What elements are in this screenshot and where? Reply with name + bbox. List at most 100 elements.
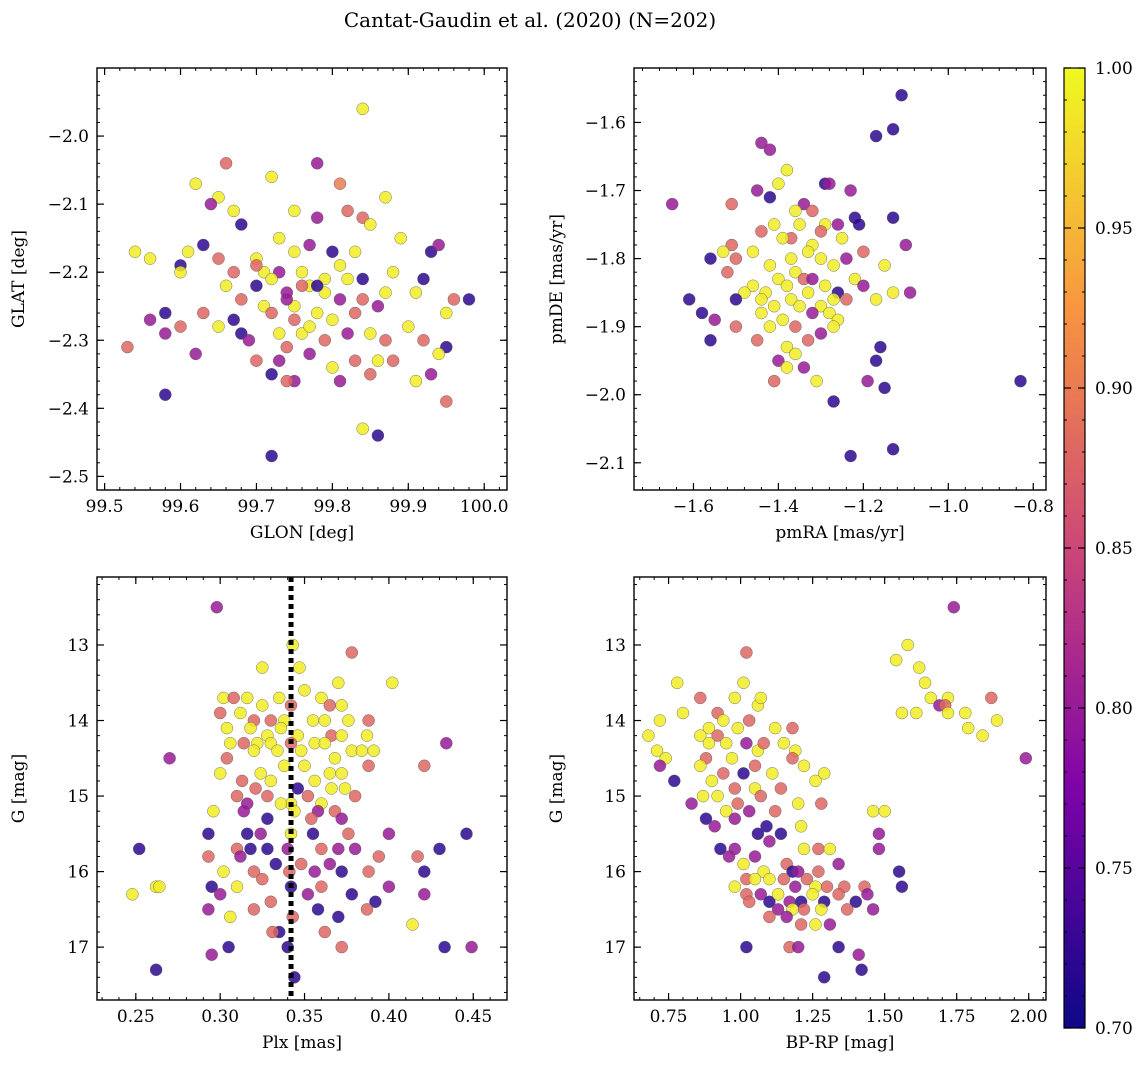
scatter-point bbox=[792, 797, 805, 810]
scatter-point bbox=[298, 684, 311, 697]
scatter-point bbox=[323, 767, 336, 780]
scatter-point bbox=[269, 857, 282, 871]
scatter-point bbox=[235, 218, 248, 231]
scatter-point bbox=[990, 714, 1004, 727]
scatter-point bbox=[985, 691, 998, 705]
scatter-point bbox=[386, 354, 400, 367]
scatter-point bbox=[174, 320, 187, 333]
scatter-point bbox=[333, 293, 347, 306]
scatter-point bbox=[776, 313, 789, 326]
scatter-point bbox=[315, 880, 328, 893]
x-tick-label: 99.5 bbox=[86, 497, 124, 517]
colorbar-tick-label: 1.00 bbox=[1095, 59, 1133, 79]
scatter-point bbox=[895, 880, 909, 893]
scatter-point bbox=[844, 184, 857, 197]
scatter-point bbox=[869, 354, 883, 367]
scatter-point bbox=[265, 449, 278, 463]
scatter-point bbox=[789, 204, 802, 218]
panel-bprp-g: 0.75 1.00 1.25 1.50 1.75 2.00 13 14 15 16 17 BP-RP … bbox=[547, 576, 1048, 1053]
scatter-point bbox=[132, 842, 146, 856]
scatter-point bbox=[207, 805, 220, 818]
scatter-point bbox=[159, 327, 172, 340]
x-tick-label: 0.40 bbox=[370, 1007, 408, 1027]
scatter-point bbox=[418, 865, 431, 878]
scatter-point bbox=[835, 231, 849, 245]
scatter-point bbox=[780, 361, 794, 374]
colorbar-tick-label: 0.75 bbox=[1095, 859, 1133, 879]
scatter-point bbox=[254, 827, 267, 840]
scatter-point bbox=[273, 691, 286, 705]
scatter-point bbox=[714, 842, 727, 856]
scatter-point bbox=[913, 661, 926, 674]
y-tick-label: −1.6 bbox=[585, 113, 626, 133]
scatter-point bbox=[250, 354, 263, 367]
scatter-point bbox=[754, 888, 767, 901]
scatter-point bbox=[256, 661, 269, 674]
scatter-point bbox=[901, 638, 914, 652]
scatter-point bbox=[332, 842, 345, 856]
scatter-point bbox=[763, 143, 777, 156]
scatter-point bbox=[318, 334, 331, 347]
scatter-point bbox=[301, 888, 315, 901]
scatter-point bbox=[861, 888, 874, 901]
scatter-point bbox=[247, 903, 261, 916]
scatter-point bbox=[213, 706, 227, 720]
scatter-point bbox=[717, 767, 730, 780]
y-axis-label: G [mag] bbox=[547, 754, 567, 823]
scatter-point bbox=[763, 910, 776, 924]
scatter-point bbox=[899, 238, 912, 252]
scatter-point bbox=[326, 361, 339, 374]
scatter-point bbox=[694, 729, 707, 742]
scatter-point bbox=[924, 691, 937, 705]
scatter-point bbox=[406, 918, 419, 931]
scatter-point bbox=[332, 910, 345, 924]
panel-plx-g: 0.25 0.30 0.35 0.40 0.45 13 14 15 16 17 Plx [mas] G… bbox=[9, 576, 508, 1053]
scatter-point bbox=[181, 245, 195, 259]
axes-frame bbox=[96, 576, 508, 1001]
scatter-point bbox=[886, 443, 900, 456]
scatter-point bbox=[705, 774, 718, 788]
scatter-point bbox=[809, 774, 822, 788]
scatter-point bbox=[159, 306, 172, 320]
x-tick-label: −1.0 bbox=[928, 497, 969, 517]
scatter-point bbox=[256, 699, 269, 712]
scatter-point bbox=[740, 940, 753, 954]
x-tick-label: 1.50 bbox=[866, 1007, 904, 1027]
scatter-point bbox=[721, 266, 734, 279]
scatter-point bbox=[814, 225, 828, 238]
scatter-point bbox=[728, 812, 741, 825]
scatter-point bbox=[852, 218, 866, 231]
scatter-point bbox=[777, 737, 790, 750]
x-tick-label: 0.75 bbox=[650, 1007, 688, 1027]
scatter-point bbox=[832, 857, 845, 871]
scatter-point bbox=[433, 842, 446, 856]
y-tick-label: 14 bbox=[604, 712, 626, 732]
scatter-point bbox=[746, 279, 760, 292]
scatter-point bbox=[220, 721, 234, 735]
scatter-point bbox=[219, 157, 233, 170]
scatter-point bbox=[763, 895, 776, 908]
scatter-point bbox=[794, 820, 808, 833]
scatter-point bbox=[840, 252, 853, 265]
scatter-point bbox=[728, 691, 741, 705]
y-tick-label: −2.2 bbox=[48, 263, 89, 283]
scatter-point bbox=[244, 721, 257, 735]
scatter-point bbox=[266, 925, 279, 939]
x-tick-label: 0.45 bbox=[454, 1007, 492, 1027]
scatter-point bbox=[740, 737, 753, 750]
scatter-point bbox=[432, 347, 445, 361]
scatter-point bbox=[348, 245, 362, 259]
y-tick-label: −1.8 bbox=[585, 250, 626, 270]
scatter-point bbox=[202, 850, 215, 863]
scatter-point bbox=[792, 865, 805, 878]
scatter-point bbox=[751, 334, 764, 347]
scatter-point bbox=[671, 676, 684, 689]
scatter-point bbox=[743, 805, 756, 818]
colorbar-tick-label: 0.85 bbox=[1095, 539, 1133, 559]
scatter-point bbox=[789, 347, 802, 361]
scatter-point bbox=[303, 320, 316, 333]
scatter-point bbox=[295, 857, 308, 871]
scatter-point bbox=[748, 850, 762, 863]
x-tick-label: 0.25 bbox=[117, 1007, 155, 1027]
scatter-point bbox=[227, 266, 240, 279]
